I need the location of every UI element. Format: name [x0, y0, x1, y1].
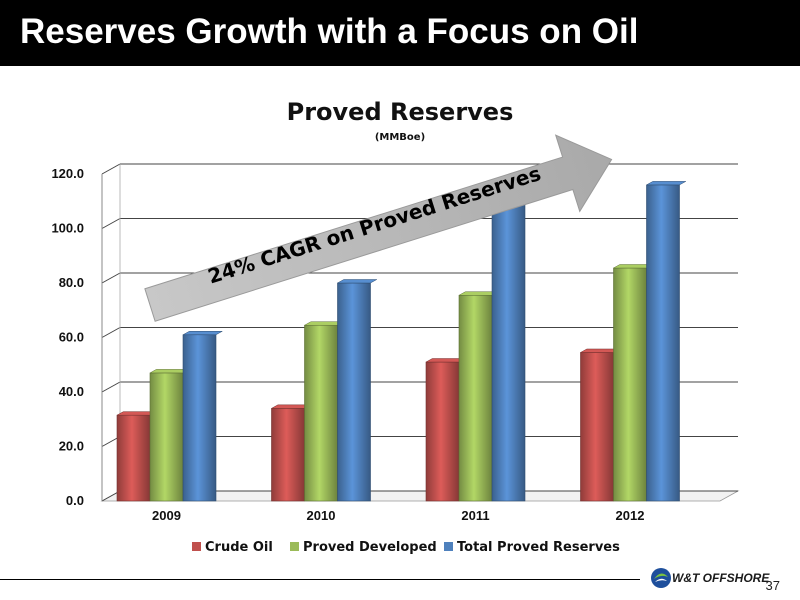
logo-text: W&T OFFSHORE	[672, 571, 770, 585]
bar	[271, 408, 305, 502]
legend-label: Total Proved Reserves	[457, 540, 620, 555]
gridline-depth	[101, 218, 121, 229]
bar-top	[645, 181, 687, 186]
x-tick-label: 2010	[307, 508, 336, 523]
slide-title: Reserves Growth with a Focus on Oil	[20, 12, 639, 51]
bar	[613, 267, 647, 502]
chart-title: Proved Reserves	[286, 98, 514, 126]
gridline-depth	[101, 272, 121, 284]
title-bar: Reserves Growth with a Focus on Oil	[0, 0, 800, 66]
bar	[491, 190, 526, 502]
y-tick-label: 80.0	[59, 275, 84, 290]
y-tick-label: 0.0	[66, 493, 84, 508]
bar-top	[182, 331, 224, 336]
y-tick-label: 40.0	[59, 384, 84, 399]
bar	[182, 334, 217, 502]
bar	[337, 282, 371, 502]
gridline-depth	[101, 327, 121, 338]
arrow-shape	[144, 134, 613, 322]
bar	[116, 414, 151, 502]
bar-top	[336, 279, 378, 284]
bar	[646, 184, 680, 502]
y-tick-label: 100.0	[51, 221, 84, 236]
page-number: 37	[765, 578, 780, 593]
cagr-arrow: 24% CAGR on Proved Reserves	[144, 134, 613, 322]
y-tick-label: 120.0	[51, 166, 84, 181]
x-tick-label: 2011	[461, 508, 489, 523]
chart-subtitle: (MMBoe)	[374, 132, 426, 143]
bar	[304, 324, 338, 502]
gridline-depth	[101, 163, 121, 175]
bar	[149, 372, 184, 502]
bar	[458, 294, 493, 502]
gridline-depth	[101, 381, 121, 393]
company-logo: W&T OFFSHORE	[650, 565, 770, 591]
y-tick-label: 20.0	[59, 439, 84, 454]
x-tick-label: 2012	[616, 508, 645, 523]
legend-swatch	[290, 542, 299, 551]
y-tick-label: 60.0	[59, 330, 84, 345]
legend-label: Proved Developed	[303, 540, 437, 555]
logo-swirl-icon	[651, 568, 671, 588]
bar	[425, 361, 460, 502]
footer-divider	[0, 579, 640, 580]
bar	[580, 352, 614, 502]
legend-swatch	[192, 542, 201, 551]
legend-label: Crude Oil	[205, 540, 273, 555]
legend-swatch	[444, 542, 453, 551]
x-tick-label: 2009	[152, 508, 181, 523]
